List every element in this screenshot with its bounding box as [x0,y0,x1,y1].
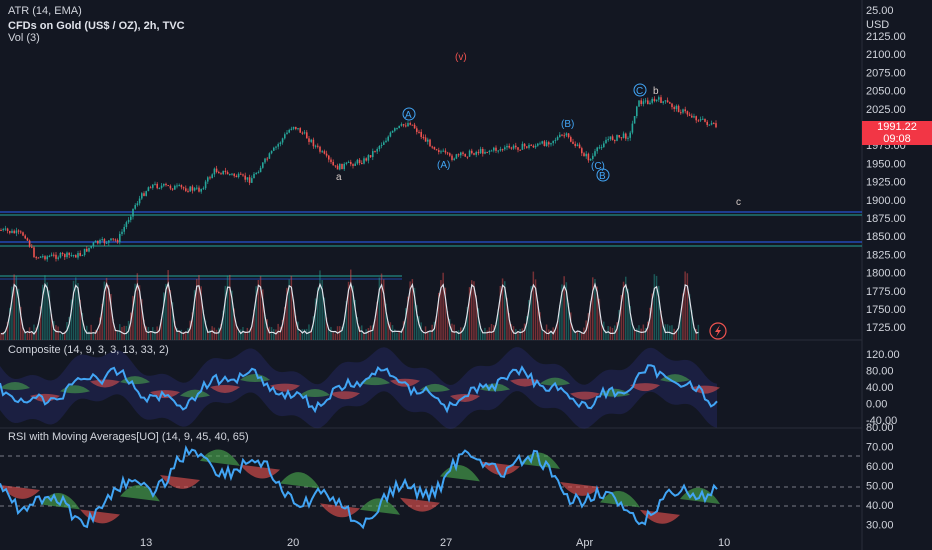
time-tick: 20 [287,537,299,549]
price-tick: 2100.00 [866,49,906,61]
wave-label-v: (v) [455,52,467,63]
atr-line [0,281,699,335]
rsi-header: RSI with Moving Averages[UO] (14, 9, 45,… [8,431,249,443]
composite-header: Composite (14, 9, 3, 3, 13, 33, 2) [8,344,169,356]
current-price: 1991.22 [877,121,917,133]
bar-countdown: 09:08 [883,133,911,145]
rsi-line [0,444,718,530]
price-tick: 1950.00 [866,158,906,170]
price-tick: 2125.00 [866,31,906,43]
current-price-tag: 1991.22 09:08 [862,121,932,145]
price-tick: 1850.00 [866,231,906,243]
wave-labels: (v) a A (A) (B) (C) B C b c [336,52,741,208]
composite-tick: 80.00 [866,366,894,378]
lightning-icon[interactable] [709,322,727,340]
price-tick: 2075.00 [866,67,906,79]
currency-label: USD [866,19,889,31]
composite-tick: -40.00 [866,415,897,427]
price-tick: 2025.00 [866,104,906,116]
rsi-tick: 70.00 [866,442,894,454]
rsi-tick: 40.00 [866,500,894,512]
wave-label-C-circle: C [636,86,643,97]
composite-tick: 40.00 [866,382,894,394]
wave-label-c: c [736,197,741,208]
price-tick: 1725.00 [866,322,906,334]
wave-label-B-circle: B [599,171,606,182]
rsi-tick: 80.00 [866,422,894,434]
composite-line [0,364,718,414]
rsi-tick: 60.00 [866,461,894,473]
price-tick: 1750.00 [866,304,906,316]
price-tick: 2050.00 [866,86,906,98]
wave-label-a: a [336,172,342,183]
support-lines[interactable] [0,211,862,280]
wave-label-C: (C) [591,161,605,172]
atr-axis-value: 25.00 [866,5,894,17]
wave-label-B: (B) [561,119,574,130]
price-candles [0,94,717,262]
volume-header: Vol (3) [8,32,40,44]
time-tick: Apr [576,537,593,549]
price-tick: 1800.00 [866,268,906,280]
time-axis[interactable]: 13 20 27 Apr 10 [140,537,730,549]
price-tick: 1825.00 [866,249,906,261]
price-axis[interactable]: 25.00 USD 2125.00 2100.00 2075.00 2050.00 20… [866,5,906,334]
wave-label-A-circle: A [405,110,412,121]
wave-label-A: (A) [437,160,450,171]
price-tick: 1775.00 [866,286,906,298]
rsi-axis[interactable]: 80.00 70.00 60.00 50.00 40.00 30.00 [866,422,894,532]
composite-axis[interactable]: 120.00 80.00 40.00 0.00 -40.00 [866,349,900,427]
volume-bars [0,269,700,340]
rsi-tick: 30.00 [866,520,894,532]
price-tick: 1925.00 [866,177,906,189]
composite-cloud [0,347,717,429]
time-tick: 27 [440,537,452,549]
price-tick: 1900.00 [866,195,906,207]
symbol-header[interactable]: CFDs on Gold (US$ / OZ), 2h, TVC [8,20,185,32]
composite-tick: 0.00 [866,399,887,411]
rsi-tick: 50.00 [866,481,894,493]
atr-header: ATR (14, EMA) [8,5,82,17]
time-tick: 10 [718,537,730,549]
composite-tick: 120.00 [866,349,900,361]
time-tick: 13 [140,537,152,549]
wave-label-b: b [653,86,659,97]
price-tick: 1875.00 [866,213,906,225]
